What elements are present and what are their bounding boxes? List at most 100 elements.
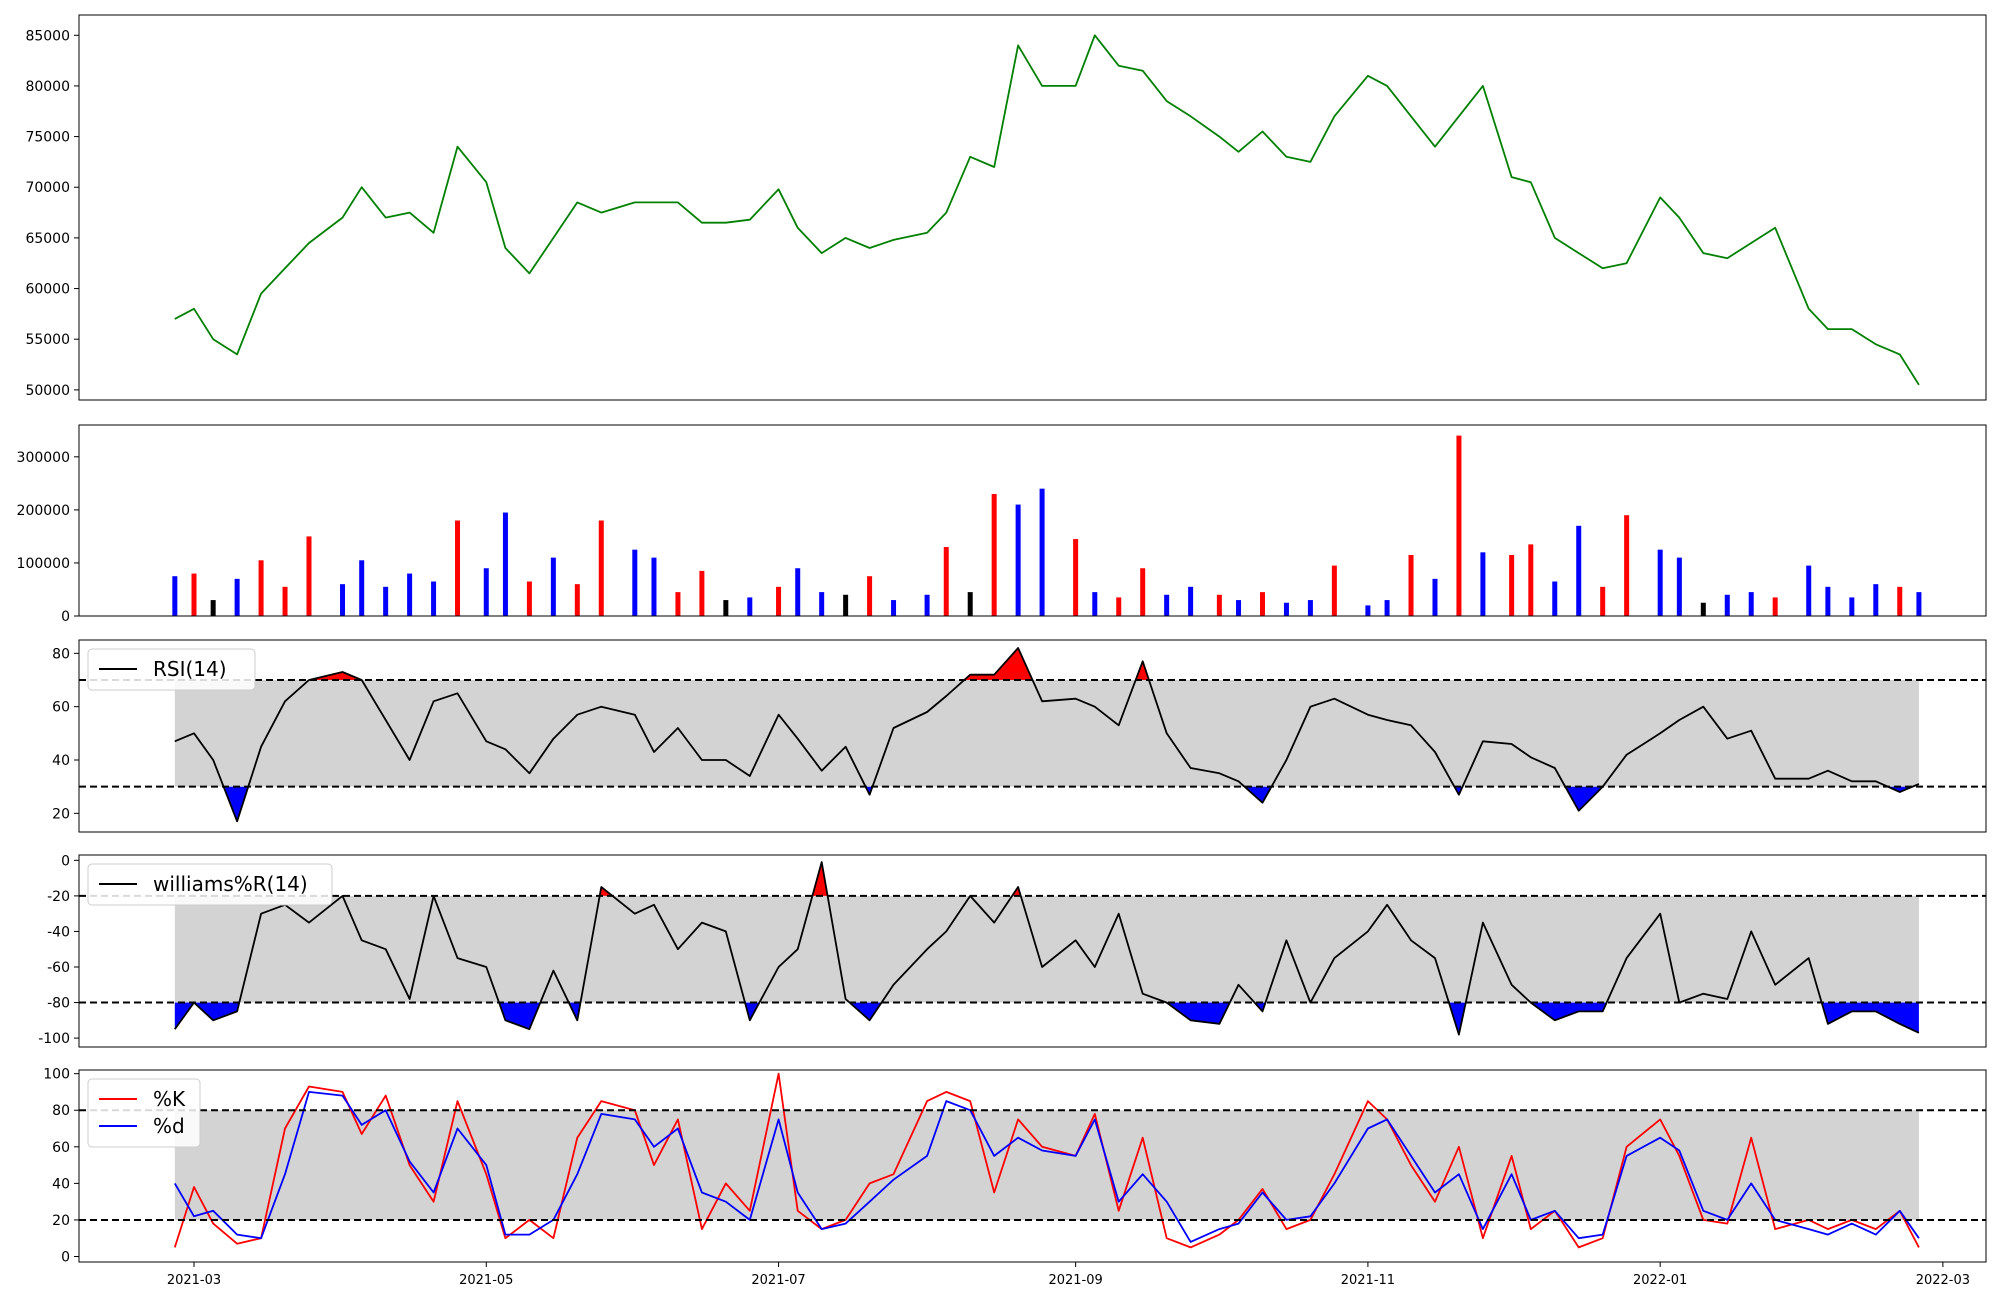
y-tick-label: 0 xyxy=(61,853,70,869)
legend-label: %K xyxy=(153,1087,186,1111)
volume-bar xyxy=(383,586,389,616)
volume-bar xyxy=(1480,552,1486,616)
y-tick-label: 80000 xyxy=(25,79,70,95)
axes-frame xyxy=(78,424,1987,617)
volume-bar xyxy=(1116,597,1122,616)
volume-bar xyxy=(1676,557,1682,616)
volume-bar xyxy=(1825,586,1831,616)
volume-bar xyxy=(455,520,461,616)
volume-panel: 0 100000 200000 300000 xyxy=(17,424,1987,625)
y-tick-label: 100000 xyxy=(17,556,70,572)
volume-bar xyxy=(1509,554,1515,616)
price-panel: 50000 55000 60000 65000 70000 75000 80000 85000 xyxy=(25,14,1987,401)
y-tick-label: 40 xyxy=(52,1176,70,1192)
oversold-fill xyxy=(1887,786,1913,792)
volume-bar xyxy=(1283,602,1289,616)
overbought-fill xyxy=(964,648,1033,680)
volume-bar xyxy=(1657,549,1663,616)
oversold-fill xyxy=(1821,1002,1919,1033)
volume-bar xyxy=(1700,602,1706,616)
volume-bar xyxy=(574,584,580,616)
x-tick-label: 2021-09 xyxy=(1048,1273,1102,1288)
y-tick-label: 0 xyxy=(61,609,70,625)
y-tick-label: -60 xyxy=(47,960,70,976)
volume-bar xyxy=(991,493,997,616)
stochastic-k-line xyxy=(173,1072,1920,1249)
volume-bar xyxy=(598,520,604,616)
williams-r-panel: williams%R(14) -100 -80 -60 -40 -20 0 xyxy=(38,853,1987,1048)
oversold-fill xyxy=(499,1002,541,1030)
oversold-fill xyxy=(194,1002,240,1021)
volume-bar xyxy=(1408,554,1414,616)
oversold-fill xyxy=(223,786,249,822)
axes-frame xyxy=(78,1069,1987,1263)
volume-bar xyxy=(1365,605,1371,616)
legend-label: RSI(14) xyxy=(153,657,227,681)
overbought-fill xyxy=(812,862,828,896)
y-tick-label: 60000 xyxy=(25,282,70,298)
volume-bar xyxy=(359,560,365,616)
volume-bar xyxy=(1216,594,1222,616)
volume-bar xyxy=(843,594,849,616)
x-tick-label: 2021-03 xyxy=(167,1273,221,1288)
volume-bar xyxy=(1092,592,1098,616)
volume-bar xyxy=(1384,600,1390,616)
volume-bar xyxy=(776,586,782,616)
y-tick-label: 100 xyxy=(43,1067,70,1083)
volume-bar xyxy=(526,581,532,616)
oversold-fill xyxy=(1565,786,1603,811)
y-tick-label: -40 xyxy=(47,924,70,940)
x-tick-label: 2021-11 xyxy=(1341,1273,1395,1288)
y-tick-label: 20 xyxy=(52,806,70,822)
volume-bar xyxy=(1188,586,1194,616)
axes-frame xyxy=(78,14,1987,401)
legend-box xyxy=(87,863,333,906)
y-tick-label: 60 xyxy=(52,700,70,716)
volume-bar xyxy=(1015,504,1021,616)
y-tick-label: -20 xyxy=(47,889,70,905)
volume-bar xyxy=(819,592,825,616)
volume-bar xyxy=(1849,597,1855,616)
y-tick-label: 80 xyxy=(52,1103,70,1119)
volume-bar xyxy=(407,573,413,616)
x-tick-label: 2022-03 xyxy=(1916,1273,1970,1288)
volume-bar xyxy=(210,600,216,616)
volume-bar xyxy=(282,586,288,616)
legend-label: %d xyxy=(153,1114,185,1138)
y-tick-label: 200000 xyxy=(17,503,70,519)
y-tick-label: 0 xyxy=(61,1250,70,1266)
overbought-fill xyxy=(1135,661,1149,680)
y-tick-label: 80 xyxy=(52,646,70,662)
rsi-panel: RSI(14) 20 40 60 80 xyxy=(52,639,1987,833)
y-tick-label: 70000 xyxy=(25,180,70,196)
volume-bar xyxy=(924,594,930,616)
volume-bar xyxy=(651,557,657,616)
volume-bar xyxy=(1528,544,1534,616)
x-tick-label: 2021-05 xyxy=(459,1273,513,1288)
volume-bar xyxy=(1307,600,1313,616)
volume-bar xyxy=(1039,488,1045,616)
volume-bar xyxy=(943,547,949,616)
neutral-band xyxy=(174,1110,1919,1220)
volume-bar xyxy=(483,568,489,616)
volume-bar xyxy=(967,592,973,616)
volume-bar xyxy=(867,576,873,616)
neutral-band xyxy=(174,895,1919,1003)
volume-bar xyxy=(1772,597,1778,616)
volume-bar xyxy=(699,570,705,616)
y-tick-label: 85000 xyxy=(25,28,70,44)
y-tick-label: 60 xyxy=(52,1140,70,1156)
volume-bar xyxy=(550,557,556,616)
volume-bar xyxy=(1576,525,1582,616)
volume-bar xyxy=(1073,539,1079,616)
volume-bar xyxy=(306,536,312,616)
volume-bar xyxy=(1236,600,1242,616)
y-tick-label: 50000 xyxy=(25,383,70,399)
volume-bar xyxy=(340,584,346,616)
volume-bar xyxy=(747,597,753,616)
y-tick-label: 55000 xyxy=(25,332,70,348)
neutral-band xyxy=(174,680,1919,787)
y-tick-label: 75000 xyxy=(25,130,70,146)
